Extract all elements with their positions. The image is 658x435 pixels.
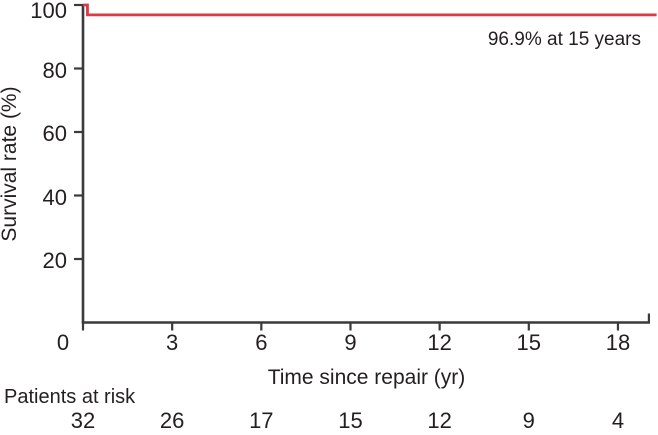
x-axis-title: Time since repair (yr) [267,366,466,389]
x-tick-label: 9 [344,330,357,355]
patients-at-risk-label: Patients at risk [4,386,136,408]
y-tick-label: 80 [42,57,67,83]
x-tick-label: 15 [516,330,542,355]
x-tick-label: 0 [56,330,70,355]
risk-count: 9 [522,408,535,433]
y-tick-label: 40 [42,184,67,210]
x-tick-label: 3 [166,330,179,355]
x-tick-label: 12 [427,330,452,355]
survival-curve [83,3,657,17]
risk-count: 15 [338,408,363,433]
x-tick-label: 18 [605,330,631,355]
survival-annotation: 96.9% at 15 years [487,29,641,50]
risk-count: 4 [611,408,625,433]
risk-count: 32 [70,408,96,433]
y-tick-label: 60 [42,121,67,146]
y-axis-title: Survival rate (%) [0,86,21,242]
x-tick-label: 6 [255,330,268,355]
risk-count: 17 [249,408,274,433]
risk-count: 12 [427,408,452,433]
y-tick-label: 20 [42,248,67,273]
risk-count: 26 [159,408,185,433]
y-tick-label: 100 [30,0,67,23]
